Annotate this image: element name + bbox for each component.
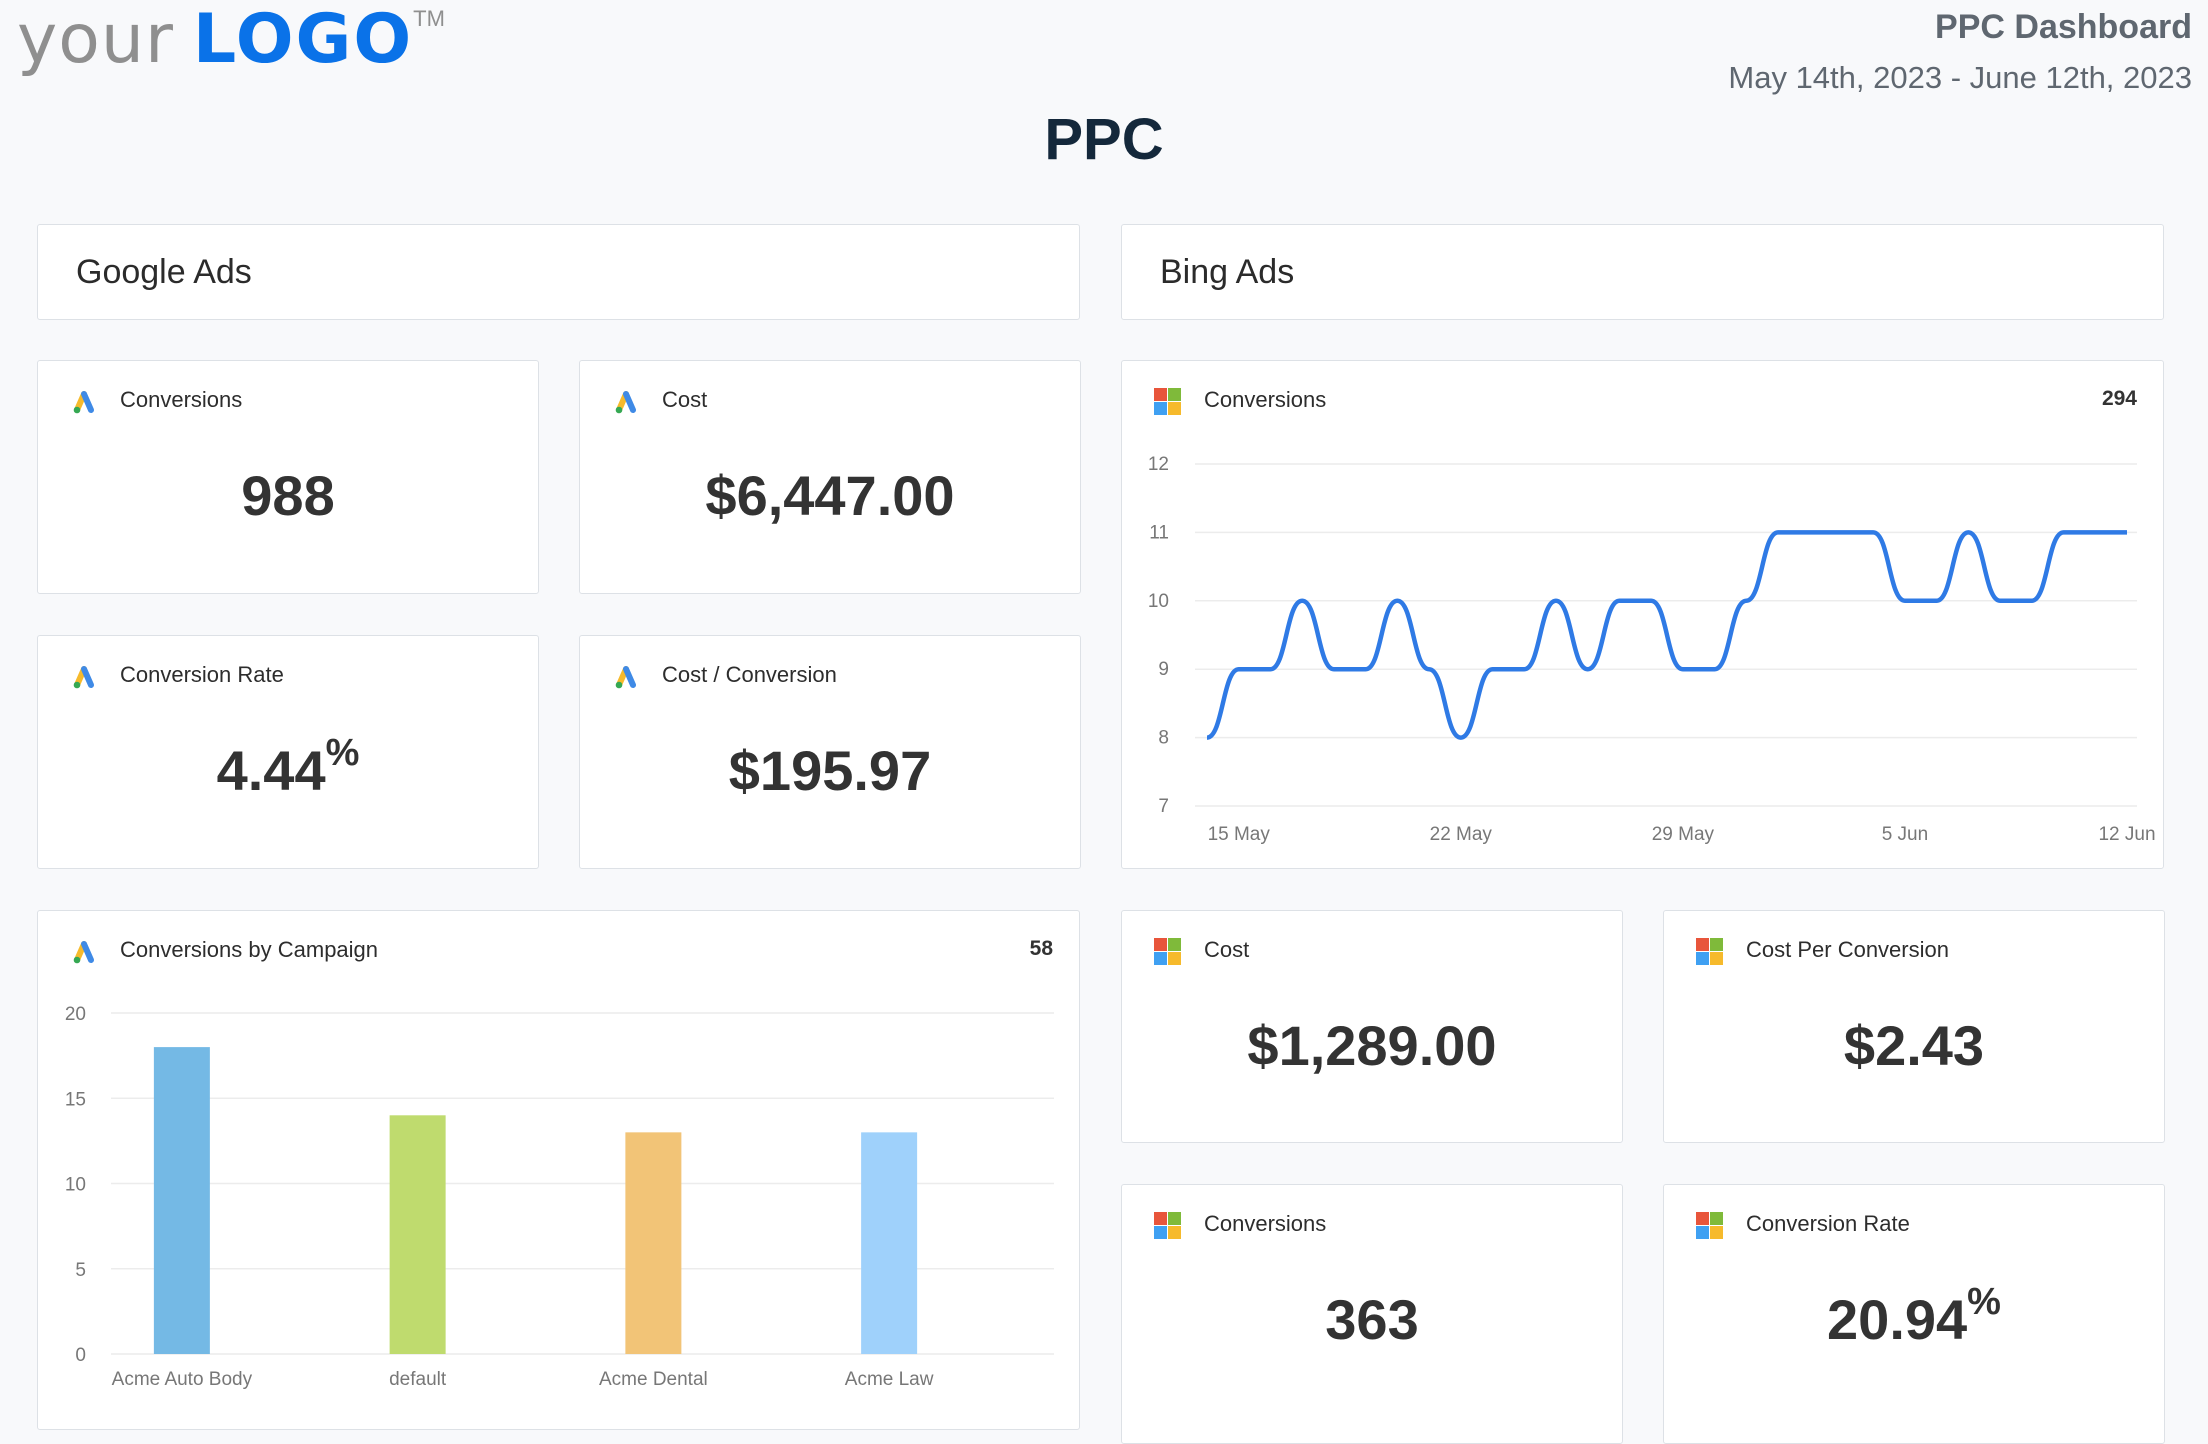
y-tick-label: 0: [75, 1345, 86, 1366]
x-tick-label: 12 Jun: [2098, 824, 2155, 845]
x-tick-label: 15 May: [1208, 824, 1271, 845]
google-cost-card: Cost $6,447.00: [579, 360, 1081, 594]
microsoft-icon: [1154, 388, 1182, 416]
icon-part: [623, 666, 636, 688]
card-value: 20.94%: [1664, 1281, 2164, 1352]
card-title: Conversions: [1204, 1211, 1327, 1236]
value-text: 20.94: [1827, 1288, 1968, 1351]
y-tick-label: 10: [1148, 591, 1169, 612]
y-tick-label: 11: [1149, 522, 1169, 543]
icon-part: [81, 666, 94, 688]
y-tick-label: 5: [75, 1260, 86, 1281]
series-line: [1206, 530, 2127, 740]
bing-cost-card: Cost $1,289.00: [1121, 910, 1623, 1143]
value-text: 988: [241, 464, 335, 527]
card-title: Cost: [1204, 937, 1250, 962]
page-title: PPC: [1044, 107, 1164, 172]
card-title: Conversions: [120, 387, 243, 412]
google-ads-icon: [615, 391, 636, 414]
bing-conversion-rate-card: Conversion Rate 20.94%: [1663, 1184, 2165, 1444]
date-range: May 14th, 2023 - June 12th, 2023: [1728, 60, 2192, 95]
google-ads-icon: [615, 666, 636, 689]
value-text: 4.44: [216, 739, 326, 802]
value-text: 363: [1325, 1288, 1419, 1351]
value-suffix: %: [1967, 1281, 2001, 1323]
microsoft-icon: [1154, 938, 1182, 966]
icon-part: [73, 956, 81, 964]
icon-part: [81, 941, 94, 963]
google-conversions-by-campaign-card: Conversions by Campaign 58 0 5 10 15 20 Acme …: [37, 910, 1080, 1430]
icon-part: [81, 391, 94, 413]
chart-title: Conversions by Campaign: [120, 937, 379, 962]
card-value: $2.43: [1664, 1013, 2164, 1078]
microsoft-icon: [1696, 1212, 1724, 1240]
microsoft-icon: [1696, 938, 1724, 966]
section-bing-ads: Bing Ads: [1121, 224, 2164, 320]
bing-conversions-card: Conversions 363: [1121, 1184, 1623, 1444]
card-title: Conversion Rate: [1746, 1211, 1910, 1236]
y-tick-label: 9: [1158, 659, 1169, 680]
card-value: 4.44%: [38, 732, 538, 803]
x-tick-label: Acme Auto Body: [112, 1369, 253, 1390]
microsoft-icon: [1154, 1212, 1182, 1240]
card-title: Conversion Rate: [120, 662, 284, 687]
value-text: $2.43: [1843, 1014, 1985, 1077]
chart-total: 294: [2101, 387, 2137, 410]
y-tick-label: 15: [65, 1089, 86, 1110]
bar: [625, 1132, 682, 1354]
logo: your LOGOTM: [17, 0, 445, 79]
card-value: 363: [1122, 1287, 1622, 1352]
section-title: Bing Ads: [1160, 253, 1295, 291]
bar: [153, 1047, 210, 1354]
bar: [389, 1115, 446, 1354]
logo-text: your: [17, 0, 174, 79]
logo-tm: TM: [413, 6, 445, 31]
bing-cost-per-conversion-card: Cost Per Conversion $2.43: [1663, 910, 2165, 1143]
x-tick-label: 22 May: [1430, 824, 1493, 845]
value-text: $6,447.00: [705, 464, 955, 527]
icon-part: [615, 681, 623, 689]
x-tick-label: Acme Dental: [599, 1369, 708, 1390]
dashboard-title: PPC Dashboard: [1935, 8, 2192, 46]
card-title: Cost / Conversion: [662, 662, 837, 687]
line-chart: 7 8 9 10 11 12 15 May 22 May 29 May 5 Jun 12 Jun: [1148, 454, 2156, 845]
google-ads-icon: [73, 666, 94, 689]
y-tick-label: 10: [65, 1175, 86, 1196]
bar: [861, 1132, 918, 1354]
bing-conversions-chart-card: Conversions 294 7 8 9 10 11 12 15 May 22 May 29 …: [1121, 360, 2164, 869]
google-conversions-card: Conversions 988: [37, 360, 539, 594]
y-tick-label: 7: [1158, 796, 1169, 817]
value-suffix: %: [325, 732, 360, 774]
chart-title: Conversions: [1204, 387, 1327, 412]
value-text: $195.97: [728, 739, 932, 802]
value-text: $1,289.00: [1247, 1014, 1497, 1077]
card-title: Cost Per Conversion: [1746, 937, 1949, 962]
bar-chart: 0 5 10 15 20 Acme Auto Body default Acme Dental…: [65, 1004, 1054, 1390]
section-title: Google Ads: [76, 253, 252, 291]
x-tick-label: Acme Law: [845, 1369, 934, 1390]
card-value: 988: [38, 463, 538, 528]
y-tick-label: 12: [1148, 454, 1169, 475]
card-value: $1,289.00: [1122, 1013, 1622, 1078]
icon-part: [73, 681, 81, 689]
icon-part: [623, 391, 636, 413]
card-title: Cost: [662, 387, 708, 412]
x-tick-label: 5 Jun: [1882, 824, 1928, 845]
icon-part: [615, 406, 623, 414]
chart-total: 58: [1029, 937, 1053, 960]
google-cost-per-conversion-card: Cost / Conversion $195.97: [579, 635, 1081, 869]
icon-part: [73, 406, 81, 414]
card-value: $195.97: [580, 738, 1080, 803]
x-tick-label: default: [389, 1369, 447, 1390]
google-conversion-rate-card: Conversion Rate 4.44%: [37, 635, 539, 869]
y-tick-label: 8: [1158, 728, 1169, 749]
x-tick-label: 29 May: [1652, 824, 1715, 845]
section-google-ads: Google Ads: [37, 224, 1080, 320]
card-value: $6,447.00: [580, 463, 1080, 528]
google-ads-icon: [73, 391, 94, 414]
google-ads-icon: [73, 941, 94, 964]
logo-brand: LOGO: [192, 0, 414, 79]
y-tick-label: 20: [65, 1004, 86, 1025]
